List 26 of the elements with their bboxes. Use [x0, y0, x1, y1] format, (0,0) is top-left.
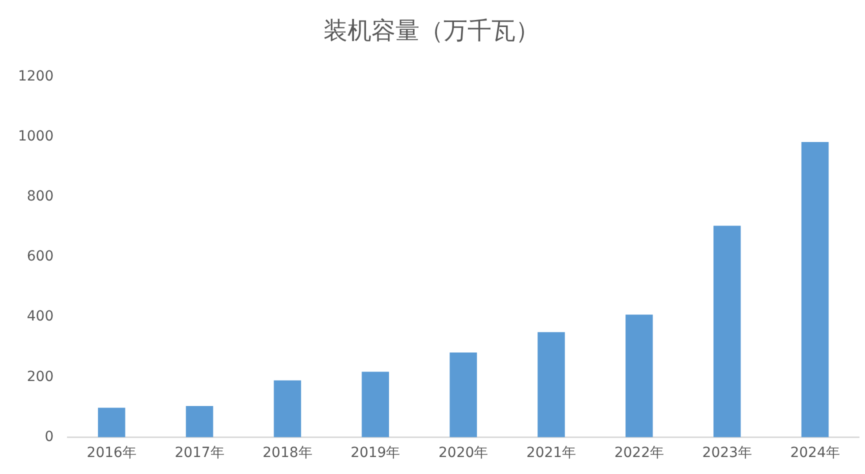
- x-tick-label: 2021年: [526, 445, 576, 462]
- y-tick-label: 200: [26, 368, 54, 385]
- y-tick-label: 1000: [18, 128, 54, 145]
- x-tick-label: 2016年: [86, 445, 136, 462]
- bar: [186, 406, 214, 438]
- x-tick-label: 2019年: [350, 445, 400, 462]
- x-tick-label: 2017年: [174, 445, 224, 462]
- y-tick-label: 800: [26, 188, 54, 205]
- bar: [450, 352, 477, 438]
- x-tick-label: 2020年: [438, 445, 488, 462]
- y-tick-label: 1200: [18, 68, 54, 84]
- y-tick-label: 400: [26, 308, 54, 325]
- x-tick-label: 2023年: [702, 445, 752, 462]
- chart-title: 装机容量（万千瓦）: [324, 16, 540, 45]
- bar: [626, 314, 653, 438]
- bar: [801, 142, 829, 438]
- bar: [362, 372, 390, 438]
- y-tick-label: 600: [26, 248, 54, 265]
- bar: [713, 226, 741, 438]
- bar: [538, 332, 565, 438]
- x-tick-label: 2022年: [614, 445, 664, 462]
- x-tick-label: 2024年: [790, 445, 840, 462]
- bar: [274, 380, 302, 438]
- y-tick-label: 0: [44, 428, 54, 445]
- x-tick-label: 2018年: [262, 445, 312, 462]
- bar: [98, 408, 126, 438]
